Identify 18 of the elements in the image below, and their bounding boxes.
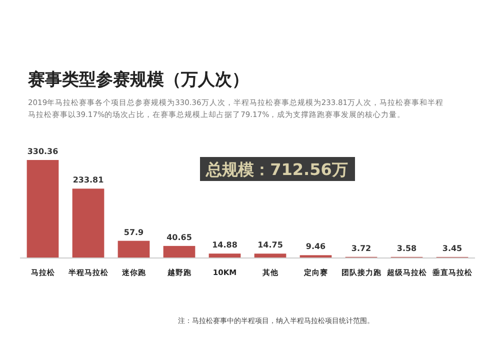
bar (72, 188, 104, 258)
data-label: 3.72 (351, 244, 372, 253)
bar (254, 254, 286, 258)
data-label: 330.36 (27, 147, 59, 156)
data-label: 3.45 (442, 244, 463, 253)
bar (118, 240, 150, 258)
data-label: 14.88 (212, 240, 238, 250)
bar (163, 246, 196, 258)
data-label: 57.9 (124, 228, 144, 237)
data-label: 14.75 (258, 240, 284, 250)
data-label: 3.58 (396, 244, 418, 253)
data-label: 9.46 (306, 242, 326, 252)
bar (208, 254, 241, 258)
annotation: 总规模：712.56万 (205, 160, 348, 179)
chart-title: 赛事类型参赛规模（万人次） (28, 69, 249, 91)
data-label: 233.81 (72, 176, 104, 185)
bar (26, 160, 59, 258)
data-label: 40.65 (166, 232, 192, 242)
